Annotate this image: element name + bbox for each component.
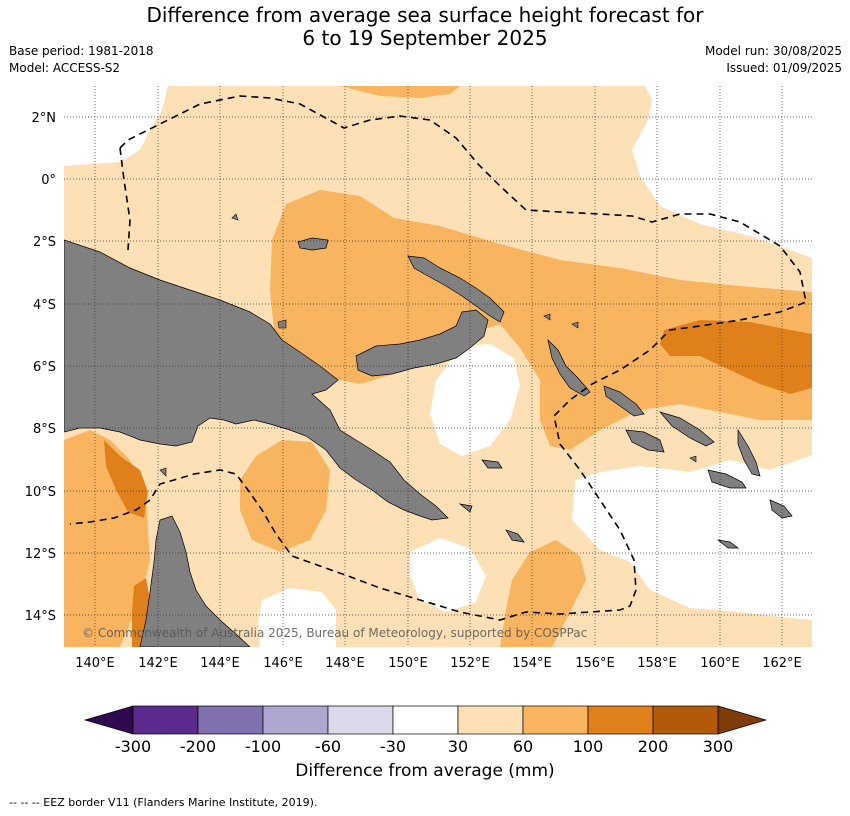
- meta-left: Base period: 1981-2018 Model: ACCESS-S2: [9, 43, 154, 77]
- eez-legend-note: -- -- -- EEZ border V11 (Flanders Marine…: [9, 796, 318, 809]
- colorbar-tick-label: -300: [115, 737, 151, 756]
- colorbar-segment: [132, 705, 199, 735]
- lon-label: 144°E: [200, 656, 240, 671]
- lon-label: 154°E: [512, 656, 552, 671]
- anomaly-white-region-center: [430, 344, 520, 456]
- land-santa-isabel: [658, 411, 715, 447]
- colorbar-segment: [587, 705, 654, 735]
- lat-label: 6°S: [33, 360, 56, 375]
- land-malaita: [737, 428, 761, 477]
- land-choiseul: [603, 385, 645, 417]
- colorbar-tick-label: 200: [638, 737, 669, 756]
- land-new-ireland: [407, 255, 505, 323]
- lon-label: 152°E: [450, 656, 490, 671]
- lat-label: 4°S: [33, 298, 56, 313]
- colorbar-segment: [652, 705, 719, 735]
- anomaly-60-100-coral-sea: [240, 440, 330, 552]
- colorbar-tick-label: 100: [573, 737, 604, 756]
- land-new-britain: [355, 309, 489, 377]
- colorbar-title: Difference from average (mm): [295, 761, 555, 781]
- lon-label: 158°E: [637, 656, 677, 671]
- land-manus: [297, 237, 329, 251]
- colorbar-segment: [392, 705, 459, 735]
- anomaly-60-100-north: [340, 86, 460, 98]
- model-run: Model run: 30/08/2025: [704, 44, 842, 58]
- colorbar-segment: [457, 705, 524, 735]
- anomaly-white-region-south: [410, 538, 486, 612]
- land-cape-york: [139, 515, 251, 647]
- lat-label: 14°S: [25, 609, 56, 624]
- eez-border: [69, 95, 807, 621]
- anomaly-100-200-gulf: [104, 440, 148, 518]
- issued-date: Issued: 01/09/2025: [726, 61, 842, 75]
- land-makira: [707, 469, 747, 489]
- map-area: © Commonwealth of Australia 2025, Bureau…: [64, 86, 812, 647]
- anomaly-white-region-sw: [258, 588, 336, 647]
- anomaly-white-region-se: [572, 455, 812, 620]
- title-line-1: Difference from average sea surface heig…: [146, 3, 704, 27]
- colorbar-tick-label: -30: [380, 737, 406, 756]
- lon-label: 148°E: [325, 656, 365, 671]
- lat-label: 8°S: [33, 422, 56, 437]
- copyright-notice: © Commonwealth of Australia 2025, Bureau…: [82, 626, 587, 640]
- anomaly-60-100-south: [500, 540, 586, 647]
- colorbar-extend-over: [717, 705, 768, 735]
- title-line-2: 6 to 19 September 2025: [302, 26, 548, 50]
- graticule: [64, 86, 812, 647]
- land-santa-cruz: [716, 539, 740, 549]
- land-vanuatu-north: [769, 499, 793, 519]
- lat-label: 2°N: [32, 111, 57, 126]
- colorbar: -300 -200 -100 -60 -30 30 60 100 200 300: [83, 705, 768, 756]
- anomaly-white-region-ne: [632, 86, 812, 258]
- colorbar-segment: [522, 705, 589, 735]
- model-name: Model: ACCESS-S2: [9, 61, 121, 75]
- colorbar-segment: [327, 705, 394, 735]
- anomaly-60-100-main: [270, 190, 812, 450]
- anomaly-100-200-east: [660, 320, 812, 394]
- map-title: Difference from average sea surface heig…: [0, 4, 850, 50]
- lat-label: 10°S: [25, 485, 56, 500]
- base-period: Base period: 1981-2018: [9, 44, 154, 58]
- colorbar-segment: [262, 705, 329, 735]
- lat-label: 2°S: [33, 235, 56, 250]
- colorbar-tick-label: 60: [513, 737, 533, 756]
- lat-labels: 2°N 0° 2°S 4°S 6°S 8°S 10°S 12°S 14°S: [25, 111, 56, 624]
- lon-label: 142°E: [138, 656, 178, 671]
- lat-label: 12°S: [25, 547, 56, 562]
- lon-label: 146°E: [263, 656, 303, 671]
- lon-label: 156°E: [575, 656, 615, 671]
- colorbar-extend-under: [83, 705, 134, 735]
- colorbar-tick-label: -200: [180, 737, 216, 756]
- meta-right: Model run: 30/08/2025 Issued: 01/09/2025: [705, 43, 842, 77]
- land-new-guinea: [64, 239, 449, 521]
- land-small-islands: [159, 213, 697, 477]
- colorbar-tick-label: -100: [245, 737, 281, 756]
- lon-label: 140°E: [75, 656, 115, 671]
- land-guadalcanal: [625, 429, 665, 453]
- colorbar-tick-label: 30: [448, 737, 468, 756]
- colorbar-segment: [197, 705, 264, 735]
- lon-label: 160°E: [700, 656, 740, 671]
- colorbar-tick-label: 300: [703, 737, 734, 756]
- lon-labels: 140°E 142°E 144°E 146°E 148°E 150°E 152°…: [75, 656, 802, 671]
- anomaly-white-region-nw: [64, 86, 168, 166]
- land-louisiade-islands: [458, 459, 525, 543]
- lon-label: 150°E: [388, 656, 428, 671]
- lat-label: 0°: [41, 173, 56, 188]
- colorbar-tick-label: -60: [315, 737, 341, 756]
- lon-label: 162°E: [762, 656, 802, 671]
